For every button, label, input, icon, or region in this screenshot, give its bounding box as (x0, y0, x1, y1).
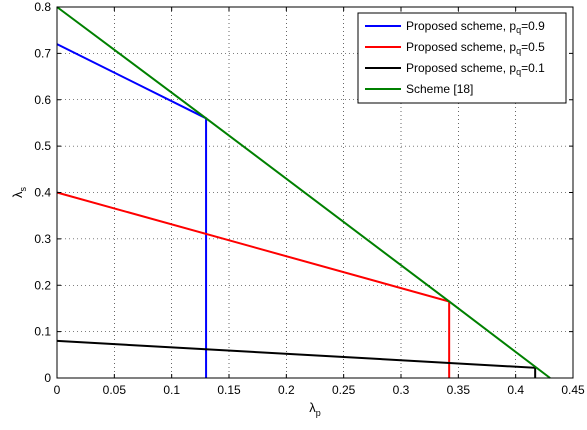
y-axis-label-base: λ (10, 191, 25, 198)
y-tick-label: 0.5 (34, 139, 51, 153)
x-tick-label: 0.4 (507, 383, 524, 397)
x-tick-labels: 0 0.05 0.1 0.15 0.2 0.25 0.3 0.35 0.4 0.45 (54, 383, 585, 397)
x-tick-label: 0.15 (217, 383, 241, 397)
tick-marks (56, 6, 574, 379)
y-tick-labels: 0 0.1 0.2 0.3 0.4 0.5 0.6 0.7 0.8 (34, 0, 51, 385)
y-tick-label: 0.4 (34, 186, 51, 200)
series-line-1 (56, 43, 208, 378)
legend: Proposed scheme, pq=0.9 Proposed scheme, … (357, 12, 567, 104)
y-axis-label-sub: s (18, 187, 28, 192)
x-tick-label: 0 (54, 383, 61, 397)
x-axis-label-base: λ (309, 400, 316, 415)
y-tick-label: 0.3 (34, 232, 51, 246)
series-line-3 (56, 339, 537, 378)
x-tick-label: 0.1 (163, 383, 180, 397)
y-tick-label: 0.6 (34, 93, 51, 107)
x-tick-label: 0.05 (103, 383, 127, 397)
x-tick-label: 0.45 (561, 383, 585, 397)
legend-label: Proposed scheme, pq=0.1 (406, 61, 545, 77)
x-tick-label: 0.3 (393, 383, 410, 397)
y-tick-label: 0.7 (34, 46, 51, 60)
legend-label: Scheme [18] (406, 82, 473, 96)
x-axis-label: λp (309, 400, 321, 418)
x-tick-label: 0.2 (278, 383, 295, 397)
y-tick-label: 0 (44, 371, 51, 385)
series-lines (56, 6, 551, 379)
y-tick-label: 0.1 (34, 325, 51, 339)
legend-label: Proposed scheme, pq=0.5 (406, 40, 545, 56)
y-tick-label: 0.8 (34, 0, 51, 14)
y-axis-label: λs (10, 187, 28, 199)
x-axis-label-sub: p (316, 408, 321, 418)
y-tick-label: 0.2 (34, 278, 51, 292)
series-line-4 (56, 6, 551, 379)
legend-label: Proposed scheme, pq=0.9 (406, 19, 545, 35)
x-tick-label: 0.35 (447, 383, 471, 397)
x-tick-label: 0.25 (332, 383, 356, 397)
